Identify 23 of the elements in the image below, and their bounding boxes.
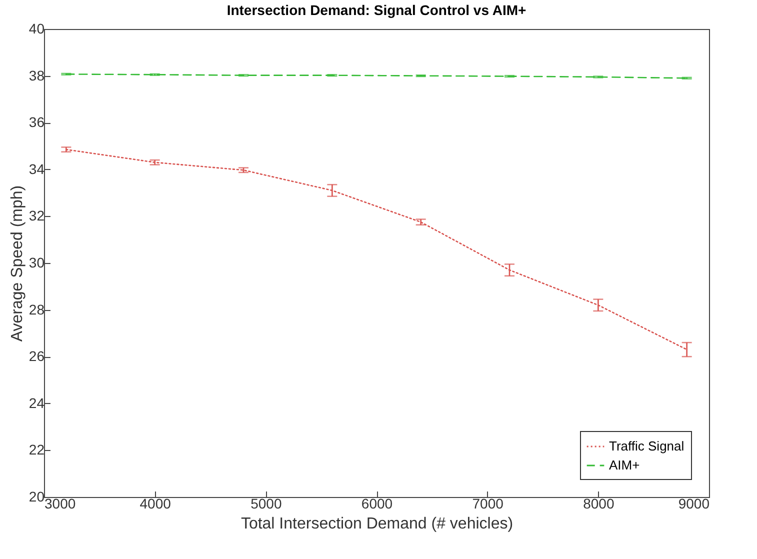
x-tick-label: 7000	[472, 496, 504, 512]
y-tick-label: 40	[28, 20, 45, 36]
legend-label: Traffic Signal	[609, 438, 684, 454]
y-tick-label: 32	[28, 208, 45, 224]
x-tick-label: 9000	[678, 496, 710, 512]
y-tick-label: 34	[28, 160, 45, 177]
x-tick-label: 4000	[140, 496, 172, 512]
x-tick-label: 5000	[250, 496, 282, 512]
y-axis-title: Average Speed (mph)	[8, 185, 26, 342]
legend-label: AIM+	[609, 458, 640, 472]
y-tick-label: 38	[28, 67, 45, 84]
x-axis-title: Total Intersection Demand (# vehicles)	[240, 516, 514, 532]
y-tick-label: 26	[28, 348, 45, 364]
y-tick-label: 36	[28, 114, 45, 130]
y-tick-label: 28	[28, 301, 45, 318]
x-tick-label: 3000	[44, 496, 76, 512]
y-tick-label: 20	[28, 488, 45, 504]
x-tick-label: 6000	[361, 496, 393, 512]
x-tick-label: 8000	[583, 496, 614, 512]
y-tick-label: 24	[28, 394, 45, 411]
y-tick-label: 22	[28, 442, 45, 458]
chart-title: Intersection Demand: Signal Control vs AIM+	[226, 2, 526, 18]
y-tick-label: 30	[28, 254, 45, 270]
